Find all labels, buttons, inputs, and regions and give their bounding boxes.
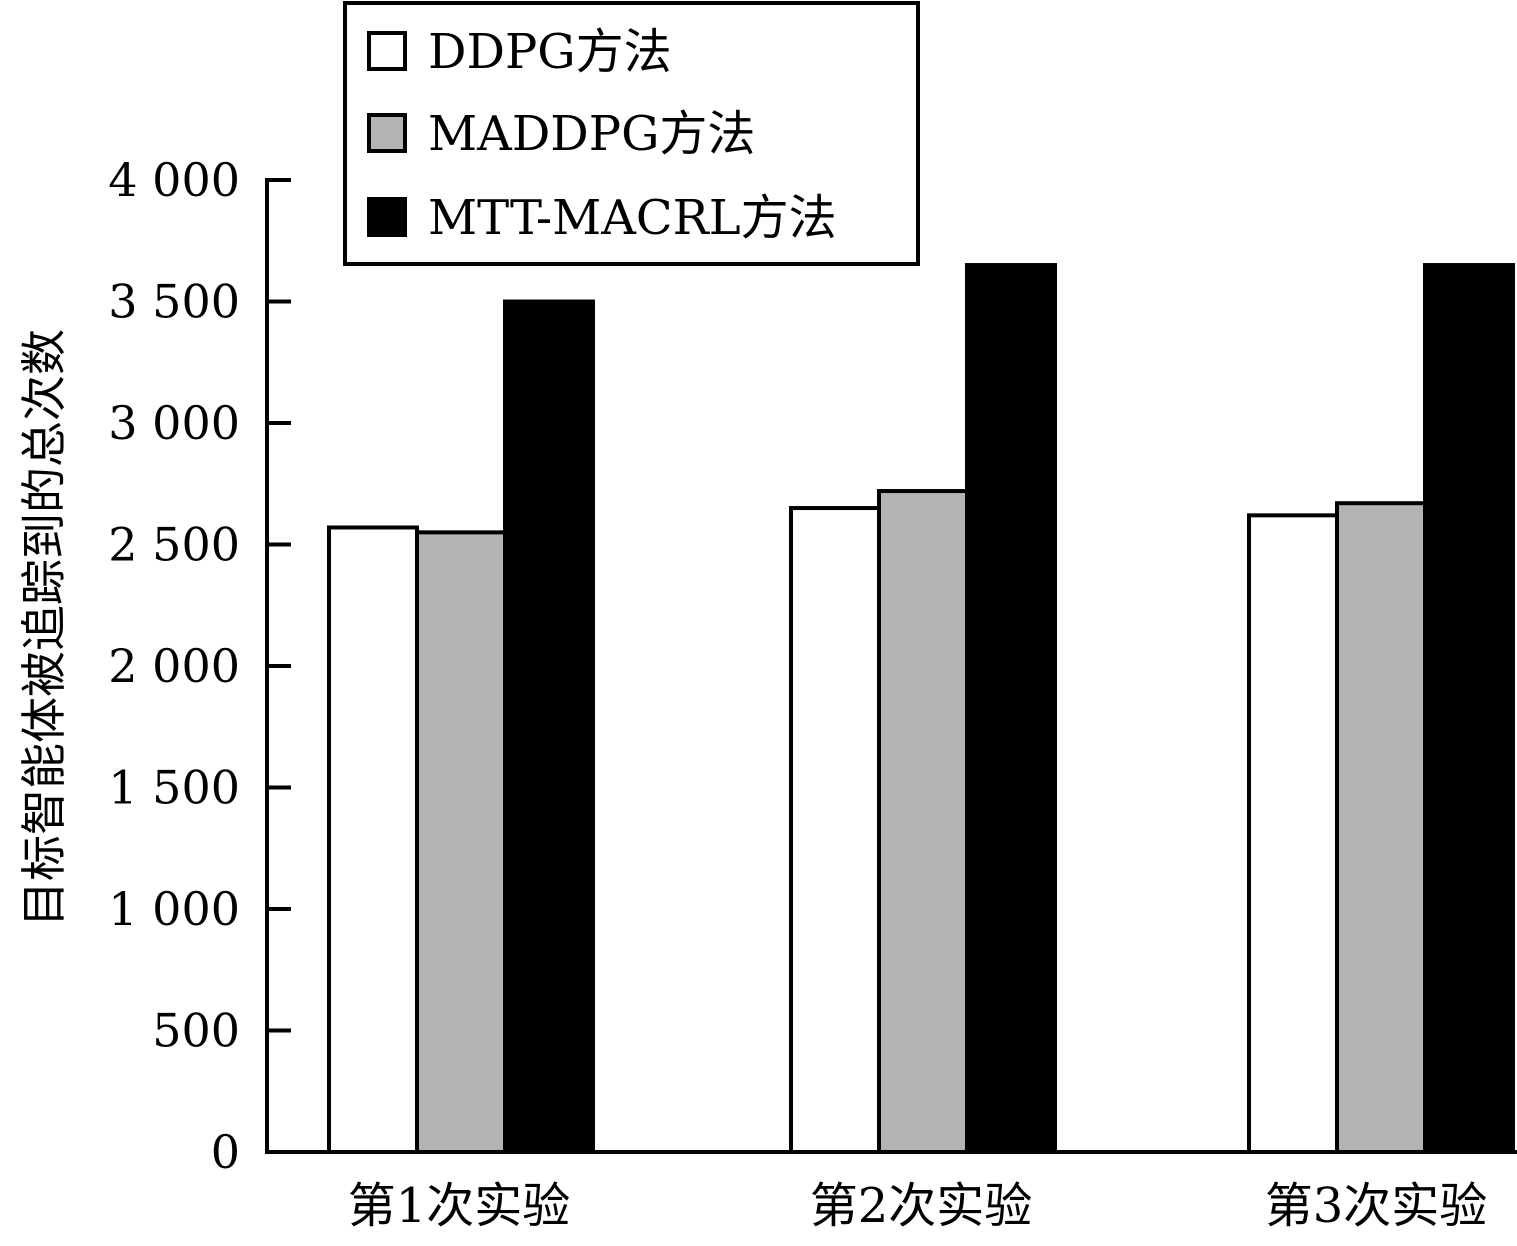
bar-1-cat-3: [1247, 513, 1339, 1154]
bar-3-cat-2: [965, 263, 1057, 1154]
bar-2-cat-2: [877, 489, 969, 1155]
bar-1-cat-2: [789, 506, 881, 1154]
axes-layer: 0 500 1 000 1 500 2 000 2 500 3 000 3 500 4 000 第…: [108, 153, 1517, 1234]
y-tick-label-3500: 3 500: [108, 275, 240, 329]
legend-label-3: MTT-MACRL方法: [428, 190, 837, 246]
y-tick-label-2500: 2 500: [108, 518, 240, 572]
y-tick-label-1000: 1 000: [108, 882, 240, 936]
x-tick-label-3: 第3次实验: [1265, 1178, 1488, 1234]
legend-swatch-2: [367, 113, 407, 153]
y-tick-label-3000: 3 000: [108, 396, 240, 450]
legend: DDPG方法 MADDPG方法 MTT-MACRL方法: [343, 1, 920, 266]
bars-layer: [327, 263, 1515, 1155]
y-tick-label-500: 500: [152, 1004, 240, 1058]
y-tick-label-4000: 4 000: [108, 153, 240, 207]
legend-swatch-3: [367, 197, 407, 237]
y-axis-label: 目标智能体被追踪到的总次数: [17, 329, 71, 927]
x-tick-label-1: 第1次实验: [348, 1178, 571, 1234]
bar-2-cat-3: [1335, 501, 1427, 1154]
y-tick-label-2000: 2 000: [108, 639, 240, 693]
y-tick-label-1500: 1 500: [108, 761, 240, 815]
bar-1-cat-1: [327, 525, 419, 1154]
legend-box: [343, 1, 920, 266]
legend-swatch-1: [367, 31, 407, 71]
bar-3-cat-3: [1423, 263, 1515, 1154]
bar-3-cat-1: [503, 299, 595, 1154]
legend-label-1: DDPG方法: [428, 24, 672, 80]
y-tick-label-0: 0: [211, 1125, 240, 1179]
bar-2-cat-1: [415, 530, 507, 1154]
x-tick-label-2: 第2次实验: [810, 1178, 1033, 1234]
legend-label-2: MADDPG方法: [428, 106, 755, 162]
